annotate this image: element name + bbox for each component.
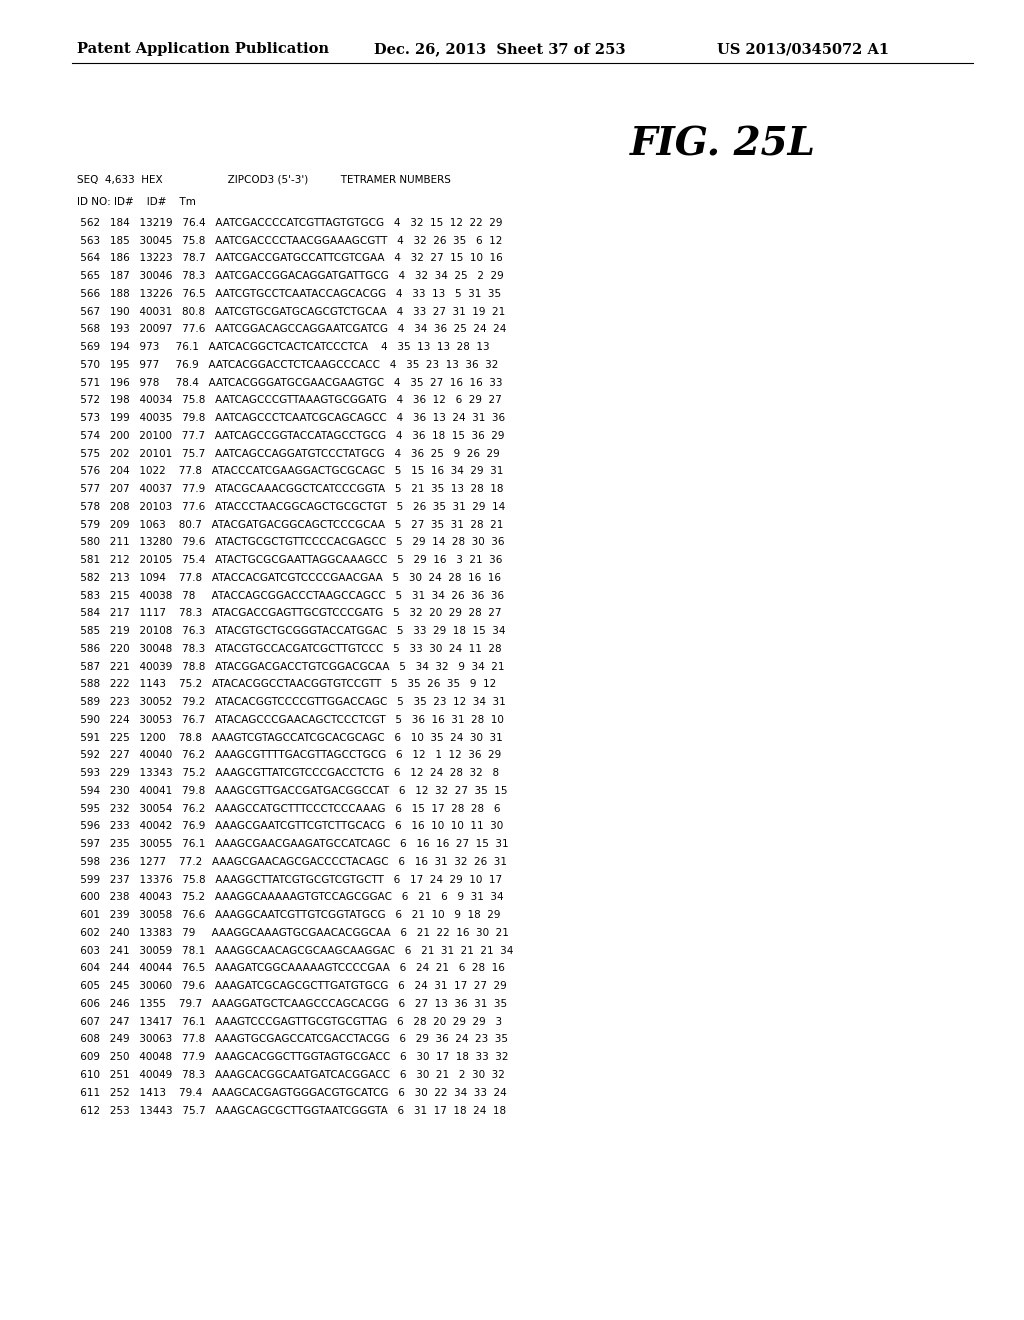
Text: 592   227   40040   76.2   AAAGCGTTTTGACGTTAGCCTGCG   6   12   1  12  36  29: 592 227 40040 76.2 AAAGCGTTTTGACGTTAGCCT… <box>77 750 501 760</box>
Text: 583   215   40038   78     ATACCAGCGGACCCTAAGCCAGCC   5   31  34  26  36  36: 583 215 40038 78 ATACCAGCGGACCCTAAGCCAGC… <box>77 590 504 601</box>
Text: 576   204   1022    77.8   ATACCCATCGAAGGACTGCGCAGC   5   15  16  34  29  31: 576 204 1022 77.8 ATACCCATCGAAGGACTGCGCA… <box>77 466 503 477</box>
Text: 612   253   13443   75.7   AAAGCAGCGCTTGGTAATCGGGTA   6   31  17  18  24  18: 612 253 13443 75.7 AAAGCAGCGCTTGGTAATCGG… <box>77 1106 506 1115</box>
Text: 603   241   30059   78.1   AAAGGCAACAGCGCAAGCAAGGAC   6   21  31  21  21  34: 603 241 30059 78.1 AAAGGCAACAGCGCAAGCAAG… <box>77 945 513 956</box>
Text: 567   190   40031   80.8   AATCGTGCGATGCAGCGTCTGCAA   4   33  27  31  19  21: 567 190 40031 80.8 AATCGTGCGATGCAGCGTCTG… <box>77 306 505 317</box>
Text: Patent Application Publication: Patent Application Publication <box>77 42 329 57</box>
Text: 575   202   20101   75.7   AATCAGCCAGGATGTCCCTATGCG   4   36  25   9  26  29: 575 202 20101 75.7 AATCAGCCAGGATGTCCCTAT… <box>77 449 500 458</box>
Text: 602   240   13383   79     AAAGGCAAAGTGCGAACACGGCAA   6   21  22  16  30  21: 602 240 13383 79 AAAGGCAAAGTGCGAACACGGCA… <box>77 928 509 939</box>
Text: ID NO: ID#    ID#    Tm: ID NO: ID# ID# Tm <box>77 197 196 207</box>
Text: FIG. 25L: FIG. 25L <box>630 125 816 164</box>
Text: 610   251   40049   78.3   AAAGCACGGCAATGATCACGGACC   6   30  21   2  30  32: 610 251 40049 78.3 AAAGCACGGCAATGATCACGG… <box>77 1071 505 1080</box>
Text: 572   198   40034   75.8   AATCAGCCCGTTAAAGTGCGGATG   4   36  12   6  29  27: 572 198 40034 75.8 AATCAGCCCGTTAAAGTGCGG… <box>77 396 502 405</box>
Text: 599   237   13376   75.8   AAAGGCTTATCGTGCGTCGTGCTT   6   17  24  29  10  17: 599 237 13376 75.8 AAAGGCTTATCGTGCGTCGTG… <box>77 875 502 884</box>
Text: 591   225   1200    78.8   AAAGTCGTAGCCATCGCACGCAGC   6   10  35  24  30  31: 591 225 1200 78.8 AAAGTCGTAGCCATCGCACGCA… <box>77 733 503 743</box>
Text: 589   223   30052   79.2   ATACACGGTCCCCGTTGGACCAGC   5   35  23  12  34  31: 589 223 30052 79.2 ATACACGGTCCCCGTTGGACC… <box>77 697 506 708</box>
Text: 606   246   1355    79.7   AAAGGATGCTCAAGCCCAGCACGG   6   27  13  36  31  35: 606 246 1355 79.7 AAAGGATGCTCAAGCCCAGCAC… <box>77 999 507 1008</box>
Text: 587   221   40039   78.8   ATACGGACGACCTGTCGGACGCAA   5   34  32   9  34  21: 587 221 40039 78.8 ATACGGACGACCTGTCGGACG… <box>77 661 504 672</box>
Text: 609   250   40048   77.9   AAAGCACGGCTTGGTAGTGCGACC   6   30  17  18  33  32: 609 250 40048 77.9 AAAGCACGGCTTGGTAGTGCG… <box>77 1052 508 1063</box>
Text: 579   209   1063    80.7   ATACGATGACGGCAGCTCCCGCAA   5   27  35  31  28  21: 579 209 1063 80.7 ATACGATGACGGCAGCTCCCGC… <box>77 520 503 529</box>
Text: 569   194   973     76.1   AATCACGGCTCACTCATCCCTCA    4   35  13  13  28  13: 569 194 973 76.1 AATCACGGCTCACTCATCCCTCA… <box>77 342 489 352</box>
Text: 570   195   977     76.9   AATCACGGACCTCTCAAGCCCACC   4   35  23  13  36  32: 570 195 977 76.9 AATCACGGACCTCTCAAGCCCAC… <box>77 360 498 370</box>
Text: 566   188   13226   76.5   AATCGTGCCTCAATACCAGCACGG   4   33  13   5  31  35: 566 188 13226 76.5 AATCGTGCCTCAATACCAGCA… <box>77 289 501 298</box>
Text: 563   185   30045   75.8   AATCGACCCCTAACGGAAAGCGTT   4   32  26  35   6  12: 563 185 30045 75.8 AATCGACCCCTAACGGAAAGC… <box>77 235 502 246</box>
Text: 600   238   40043   75.2   AAAGGCAAAAAGTGTCCAGCGGAC   6   21   6   9  31  34: 600 238 40043 75.2 AAAGGCAAAAAGTGTCCAGCG… <box>77 892 504 903</box>
Text: 585   219   20108   76.3   ATACGTGCTGCGGGTACCATGGAC   5   33  29  18  15  34: 585 219 20108 76.3 ATACGTGCTGCGGGTACCATG… <box>77 626 505 636</box>
Text: 593   229   13343   75.2   AAAGCGTTATCGTCCCGACCTCTG   6   12  24  28  32   8: 593 229 13343 75.2 AAAGCGTTATCGTCCCGACCT… <box>77 768 499 779</box>
Text: 601   239   30058   76.6   AAAGGCAATCGTTGTCGGTATGCG   6   21  10   9  18  29: 601 239 30058 76.6 AAAGGCAATCGTTGTCGGTAT… <box>77 911 501 920</box>
Text: 595   232   30054   76.2   AAAGCCATGCTTTCCCTCCCAAAG   6   15  17  28  28   6: 595 232 30054 76.2 AAAGCCATGCTTTCCCTCCCA… <box>77 804 501 813</box>
Text: 582   213   1094    77.8   ATACCACGATCGTCCCCGAACGAA   5   30  24  28  16  16: 582 213 1094 77.8 ATACCACGATCGTCCCCGAACG… <box>77 573 501 583</box>
Text: 588   222   1143    75.2   ATACACGGCCTAACGGTGTCCGTT   5   35  26  35   9  12: 588 222 1143 75.2 ATACACGGCCTAACGGTGTCCG… <box>77 680 496 689</box>
Text: 611   252   1413    79.4   AAAGCACGAGTGGGACGTGCATCG   6   30  22  34  33  24: 611 252 1413 79.4 AAAGCACGAGTGGGACGTGCAT… <box>77 1088 507 1098</box>
Text: 578   208   20103   77.6   ATACCCTAACGGCAGCTGCGCTGT   5   26  35  31  29  14: 578 208 20103 77.6 ATACCCTAACGGCAGCTGCGC… <box>77 502 505 512</box>
Text: SEQ  4,633  HEX                    ZIPCOD3 (5'-3')          TETRAMER NUMBERS: SEQ 4,633 HEX ZIPCOD3 (5'-3') TETRAMER N… <box>77 174 451 185</box>
Text: 584   217   1117    78.3   ATACGACCGAGTTGCGTCCCGATG   5   32  20  29  28  27: 584 217 1117 78.3 ATACGACCGAGTTGCGTCCCGA… <box>77 609 502 618</box>
Text: 580   211   13280   79.6   ATACTGCGCTGTTCCCCACGAGCC   5   29  14  28  30  36: 580 211 13280 79.6 ATACTGCGCTGTTCCCCACGA… <box>77 537 504 548</box>
Text: 604   244   40044   76.5   AAAGATCGGCAAAAAGTCCCCGAA   6   24  21   6  28  16: 604 244 40044 76.5 AAAGATCGGCAAAAAGTCCCC… <box>77 964 505 973</box>
Text: 562   184   13219   76.4   AATCGACCCCATCGTTAGTGTGCG   4   32  15  12  22  29: 562 184 13219 76.4 AATCGACCCCATCGTTAGTGT… <box>77 218 503 228</box>
Text: 608   249   30063   77.8   AAAGTGCGAGCCATCGACCTACGG   6   29  36  24  23  35: 608 249 30063 77.8 AAAGTGCGAGCCATCGACCTA… <box>77 1035 508 1044</box>
Text: 594   230   40041   79.8   AAAGCGTTGACCGATGACGGCCAT   6   12  32  27  35  15: 594 230 40041 79.8 AAAGCGTTGACCGATGACGGC… <box>77 785 507 796</box>
Text: 586   220   30048   78.3   ATACGTGCCACGATCGCTTGTCCC   5   33  30  24  11  28: 586 220 30048 78.3 ATACGTGCCACGATCGCTTGT… <box>77 644 502 653</box>
Text: 581   212   20105   75.4   ATACTGCGCGAATTAGGCAAAGCC   5   29  16   3  21  36: 581 212 20105 75.4 ATACTGCGCGAATTAGGCAAA… <box>77 556 502 565</box>
Text: 568   193   20097   77.6   AATCGGACAGCCAGGAATCGATCG   4   34  36  25  24  24: 568 193 20097 77.6 AATCGGACAGCCAGGAATCGA… <box>77 325 506 334</box>
Text: 577   207   40037   77.9   ATACGCAAACGGCTCATCCCGGTA   5   21  35  13  28  18: 577 207 40037 77.9 ATACGCAAACGGCTCATCCCG… <box>77 484 504 494</box>
Text: 605   245   30060   79.6   AAAGATCGCAGCGCTTGATGTGCG   6   24  31  17  27  29: 605 245 30060 79.6 AAAGATCGCAGCGCTTGATGT… <box>77 981 507 991</box>
Text: 598   236   1277    77.2   AAAGCGAACAGCGACCCCTACAGC   6   16  31  32  26  31: 598 236 1277 77.2 AAAGCGAACAGCGACCCCTACA… <box>77 857 507 867</box>
Text: 597   235   30055   76.1   AAAGCGAACGAAGATGCCATCAGC   6   16  16  27  15  31: 597 235 30055 76.1 AAAGCGAACGAAGATGCCATC… <box>77 840 509 849</box>
Text: Dec. 26, 2013  Sheet 37 of 253: Dec. 26, 2013 Sheet 37 of 253 <box>374 42 626 57</box>
Text: 565   187   30046   78.3   AATCGACCGGACAGGATGATTGCG   4   32  34  25   2  29: 565 187 30046 78.3 AATCGACCGGACAGGATGATT… <box>77 271 504 281</box>
Text: 607   247   13417   76.1   AAAGTCCCGAGTTGCGTGCGTTAG   6   28  20  29  29   3: 607 247 13417 76.1 AAAGTCCCGAGTTGCGTGCGT… <box>77 1016 502 1027</box>
Text: 574   200   20100   77.7   AATCAGCCGGTACCATAGCCTGCG   4   36  18  15  36  29: 574 200 20100 77.7 AATCAGCCGGTACCATAGCCT… <box>77 430 504 441</box>
Text: 573   199   40035   79.8   AATCAGCCCTCAATCGCAGCAGCC   4   36  13  24  31  36: 573 199 40035 79.8 AATCAGCCCTCAATCGCAGCA… <box>77 413 505 424</box>
Text: 571   196   978     78.4   AATCACGGGATGCGAACGAAGTGC   4   35  27  16  16  33: 571 196 978 78.4 AATCACGGGATGCGAACGAAGTG… <box>77 378 503 388</box>
Text: 590   224   30053   76.7   ATACAGCCCGAACAGCTCCCTCGT   5   36  16  31  28  10: 590 224 30053 76.7 ATACAGCCCGAACAGCTCCCT… <box>77 715 504 725</box>
Text: 596   233   40042   76.9   AAAGCGAATCGTTCGTCTTGCACG   6   16  10  10  11  30: 596 233 40042 76.9 AAAGCGAATCGTTCGTCTTGC… <box>77 821 503 832</box>
Text: 564   186   13223   78.7   AATCGACCGATGCCATTCGTCGAA   4   32  27  15  10  16: 564 186 13223 78.7 AATCGACCGATGCCATTCGTC… <box>77 253 503 263</box>
Text: US 2013/0345072 A1: US 2013/0345072 A1 <box>717 42 889 57</box>
